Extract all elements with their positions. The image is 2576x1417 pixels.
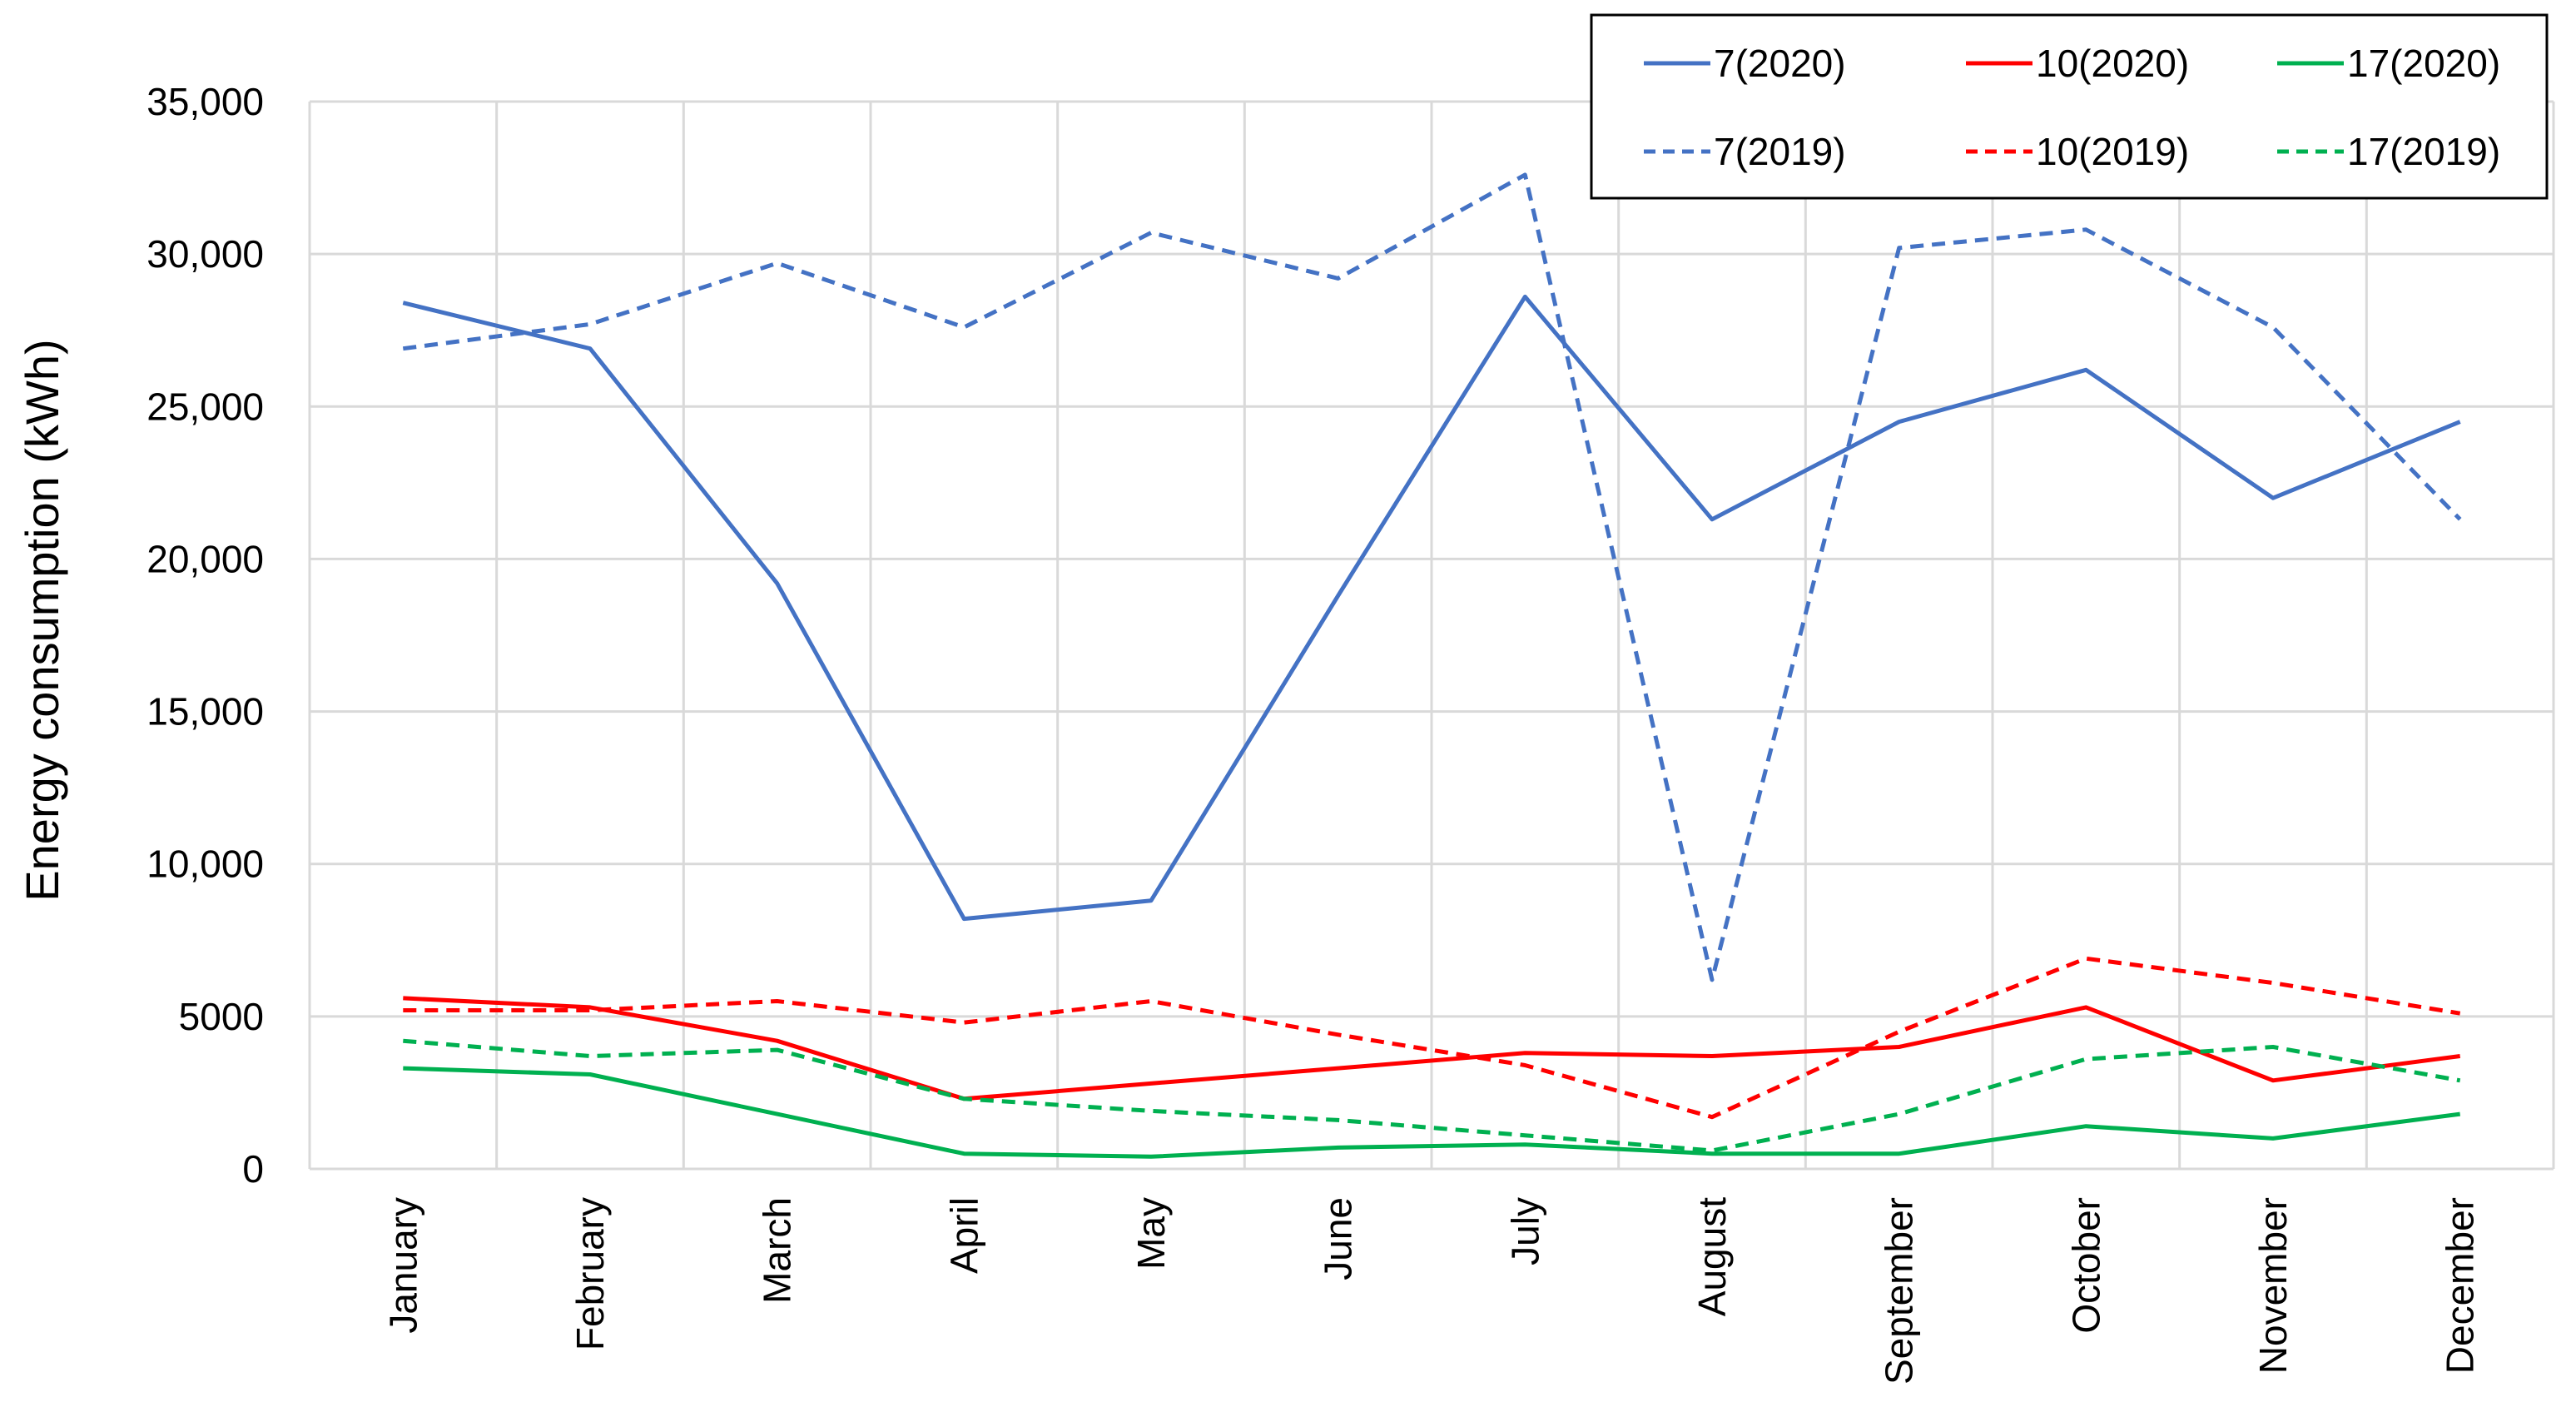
data-point-17-2019 [2459, 1080, 2460, 1081]
data-point-17-2020 [403, 1068, 404, 1069]
series-layer [402, 172, 2462, 1159]
data-point-10-2019 [590, 1010, 591, 1011]
data-point-10-2019 [1525, 1065, 1526, 1066]
data-point-17-2019 [403, 1041, 404, 1042]
data-point-10-2019 [2459, 1013, 2460, 1014]
legend-label: 10(2020) [2036, 42, 2189, 85]
x-tick-label: September [1878, 1197, 1921, 1385]
legend-label: 7(2019) [1714, 130, 1846, 173]
data-point-7-2019 [1712, 979, 1713, 980]
y-tick-label: 10,000 [146, 843, 264, 886]
data-point-7-2019 [403, 348, 404, 349]
data-point-7-2020 [1151, 900, 1152, 901]
data-point-10-2019 [403, 1010, 404, 1011]
data-point-7-2019 [2086, 229, 2087, 230]
series-line-17-2020 [403, 1066, 2461, 1159]
legend-label: 17(2019) [2347, 130, 2500, 173]
data-point-17-2020 [1898, 1153, 1899, 1154]
data-point-10-2020 [1525, 1052, 1526, 1053]
legend: 7(2020) 10(2020) 17(2020) 7(2019) 10(2019) 17… [1590, 13, 2549, 200]
legend-label: 17(2020) [2347, 42, 2500, 85]
legend-label: 7(2020) [1714, 42, 1846, 85]
data-point-10-2019 [1151, 1001, 1152, 1002]
y-tick-label: 0 [242, 1147, 264, 1191]
series-line-7-2019 [402, 172, 2462, 982]
data-point-17-2020 [2273, 1138, 2274, 1139]
x-tick-label: July [1503, 1197, 1546, 1265]
data-point-17-2020 [590, 1074, 591, 1075]
x-tick-label: June [1317, 1197, 1360, 1280]
data-point-10-2019 [2086, 958, 2087, 959]
data-point-7-2019 [590, 324, 591, 325]
data-point-10-2020 [1712, 1056, 1713, 1057]
data-point-7-2020 [2459, 421, 2460, 422]
data-point-17-2020 [1151, 1156, 1152, 1157]
data-point-7-2019 [964, 327, 965, 328]
data-point-10-2019 [1712, 1116, 1713, 1117]
x-tick-label: October [2064, 1197, 2107, 1334]
x-tick-label: January [381, 1197, 424, 1334]
y-axis-label: Energy consumption (kWh) [16, 339, 68, 901]
data-point-7-2020 [403, 302, 404, 303]
legend-box [1590, 13, 2549, 200]
data-point-10-2020 [1151, 1083, 1152, 1084]
data-point-17-2020 [1525, 1144, 1526, 1145]
y-tick-label: 5000 [179, 995, 264, 1038]
x-tick-label: February [568, 1197, 612, 1350]
x-tick-label: April [942, 1197, 985, 1274]
data-point-17-2020 [1712, 1153, 1713, 1154]
data-point-7-2019 [1898, 247, 1899, 248]
y-tick-labels: 0 5000 10,000 15,000 20,000 25,000 30,000 35,00… [146, 80, 264, 1191]
x-tick-labels: January February March April May June July Augu… [381, 1197, 2481, 1385]
data-point-17-2019 [590, 1056, 591, 1057]
series-line-7-2020 [402, 294, 2461, 922]
data-point-17-2019 [1898, 1114, 1899, 1115]
data-point-7-2019 [1151, 232, 1152, 233]
y-tick-label: 15,000 [146, 690, 264, 733]
y-tick-label: 35,000 [146, 80, 264, 123]
data-point-7-2020 [2273, 498, 2274, 499]
data-point-10-2020 [2273, 1080, 2274, 1081]
series-line-10-2020 [403, 996, 2461, 1101]
series-line-17-2019 [403, 1038, 2461, 1153]
data-point-10-2020 [2459, 1056, 2460, 1057]
x-tick-label: November [2251, 1197, 2295, 1374]
data-point-10-2020 [403, 997, 404, 998]
data-point-17-2020 [964, 1153, 965, 1154]
x-tick-label: May [1129, 1197, 1173, 1270]
data-point-7-2020 [1712, 519, 1713, 520]
y-tick-label: 20,000 [146, 537, 264, 580]
x-tick-label: August [1690, 1197, 1734, 1316]
data-point-17-2019 [1525, 1135, 1526, 1136]
data-point-7-2019 [1525, 174, 1526, 175]
legend-label: 10(2019) [2036, 130, 2189, 173]
x-tick-label: December [2439, 1197, 2482, 1374]
grid-layer [308, 100, 2555, 1171]
data-point-17-2019 [964, 1098, 965, 1099]
data-point-10-2019 [2273, 982, 2274, 983]
y-tick-label: 30,000 [146, 232, 264, 276]
data-point-7-2020 [1525, 296, 1526, 297]
x-tick-label: March [756, 1197, 799, 1304]
y-tick-label: 25,000 [146, 385, 264, 428]
data-point-17-2020 [2459, 1114, 2460, 1115]
data-point-17-2019 [2086, 1059, 2087, 1060]
data-point-10-2019 [964, 1022, 965, 1023]
data-point-7-2020 [590, 348, 591, 349]
series-line-10-2019 [403, 956, 2461, 1120]
data-point-7-2020 [1898, 421, 1899, 422]
data-point-7-2019 [2273, 327, 2274, 328]
data-point-7-2020 [964, 918, 965, 919]
data-point-7-2019 [2459, 519, 2460, 520]
